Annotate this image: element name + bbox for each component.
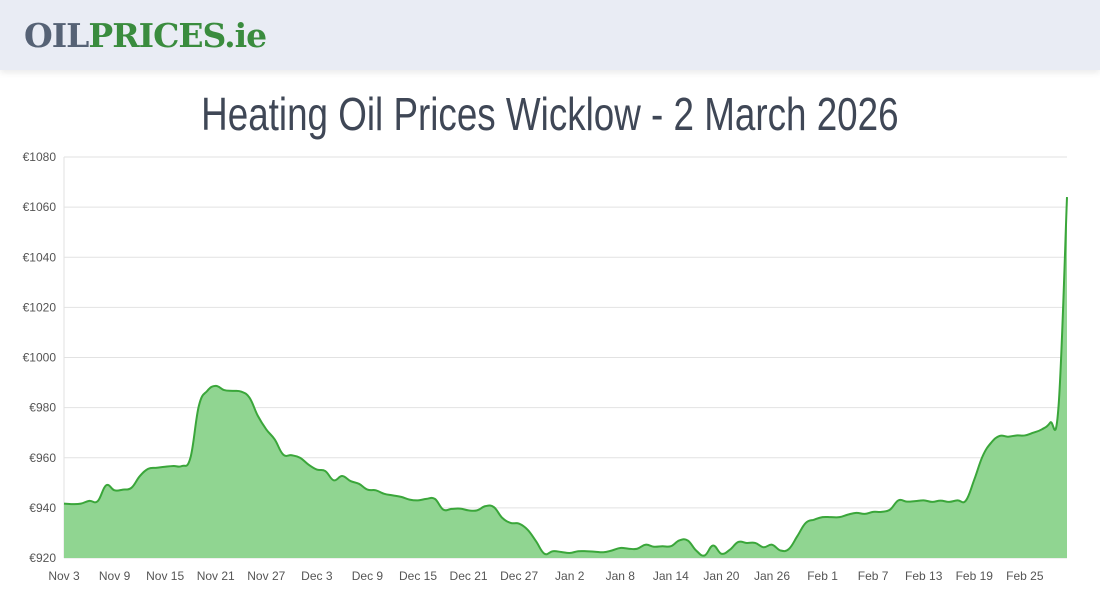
x-tick-label: Jan 2 xyxy=(555,569,585,583)
x-tick-label: Nov 3 xyxy=(48,569,80,583)
y-tick-label: €980 xyxy=(29,401,56,415)
y-tick-label: €960 xyxy=(29,451,56,465)
x-tick-label: Jan 14 xyxy=(653,569,689,583)
page-title-text: Heating Oil Prices Wicklow - 2 March 202… xyxy=(201,88,899,140)
page-title: Heating Oil Prices Wicklow - 2 March 202… xyxy=(0,84,1100,144)
site-header: OILPRICES.ie xyxy=(0,0,1100,70)
x-tick-label: Nov 27 xyxy=(247,569,285,583)
site-logo[interactable]: OILPRICES.ie xyxy=(24,16,267,56)
y-tick-label: €1060 xyxy=(23,200,57,214)
x-tick-label: Feb 19 xyxy=(956,569,994,583)
price-area-fill xyxy=(64,197,1067,558)
x-tick-label: Dec 21 xyxy=(450,569,488,583)
x-tick-label: Feb 7 xyxy=(858,569,889,583)
y-tick-label: €1020 xyxy=(23,300,57,314)
x-tick-label: Nov 9 xyxy=(99,569,131,583)
x-tick-label: Jan 26 xyxy=(754,569,790,583)
x-tick-label: Nov 21 xyxy=(197,569,235,583)
y-tick-label: €1080 xyxy=(23,150,57,164)
logo-oil: OIL xyxy=(24,16,89,55)
y-tick-label: €920 xyxy=(29,551,56,565)
x-tick-label: Jan 20 xyxy=(703,569,739,583)
x-tick-label: Feb 1 xyxy=(807,569,838,583)
x-tick-label: Dec 27 xyxy=(500,569,538,583)
x-tick-label: Jan 8 xyxy=(606,569,636,583)
y-tick-label: €940 xyxy=(29,501,56,515)
x-tick-label: Feb 13 xyxy=(905,569,943,583)
price-line xyxy=(63,197,1068,557)
x-tick-label: Dec 15 xyxy=(399,569,437,583)
x-tick-label: Nov 15 xyxy=(146,569,184,583)
y-tick-label: €1040 xyxy=(23,250,57,264)
logo-prices: PRICES.ie xyxy=(88,16,267,55)
x-tick-label: Dec 3 xyxy=(301,569,333,583)
x-tick-label: Feb 25 xyxy=(1006,569,1044,583)
x-tick-label: Dec 9 xyxy=(352,569,384,583)
y-tick-label: €1000 xyxy=(23,351,57,365)
